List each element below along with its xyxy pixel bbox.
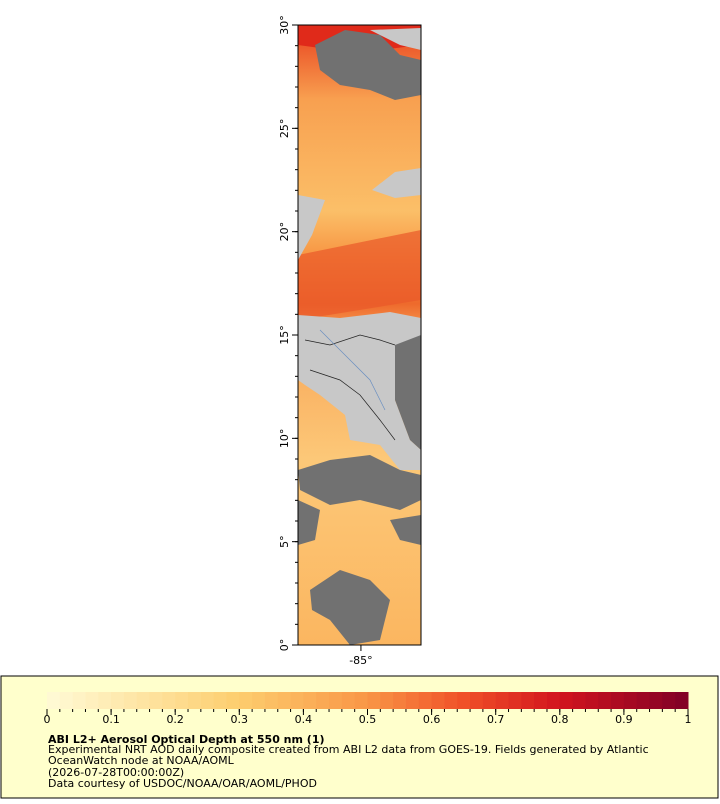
colorbar-swatch [239,692,253,709]
colorbar-tick-label: 0.5 [359,713,377,726]
lat-tick-label: 0° [278,639,291,652]
colorbar-tick-label: 0.7 [487,713,505,726]
colorbar-swatch [572,692,586,709]
colorbar-tick-label: 0.2 [166,713,184,726]
legend-line: Data courtesy of USDOC/NOAA/OAR/AOML/PHO… [48,777,317,790]
colorbar-swatch [188,692,202,709]
colorbar-tick-label: 0.1 [102,713,120,726]
colorbar-swatch [444,692,458,709]
legend-title: ABI L2+ Aerosol Optical Depth at 550 nm … [48,733,325,746]
colorbar-swatch [290,692,304,709]
colorbar-swatch [149,692,163,709]
colorbar-swatch [649,692,663,709]
colorbar-swatch [354,692,368,709]
colorbar-tick-label: 0.8 [551,713,569,726]
lat-tick-label: 15° [278,325,291,345]
colorbar-swatch [98,692,112,709]
colorbar-swatch [559,692,574,709]
lat-tick-label: 25° [278,119,291,139]
colorbar-tick-label: 0 [44,713,51,726]
map-image [298,25,421,645]
colorbar-swatch [175,692,189,709]
colorbar-swatch [482,692,497,709]
colorbar-swatch [72,692,86,709]
colorbar-swatch [675,692,689,709]
colorbar-swatch [393,692,407,709]
colorbar-swatch [123,692,138,709]
colorbar-swatch [662,692,676,709]
colorbar-tick-label: 1 [685,713,692,726]
colorbar-swatch [585,692,599,709]
colorbar-swatch [418,692,433,709]
colorbar-tick-label: 0.3 [231,713,249,726]
colorbar-swatch [213,692,227,709]
colorbar-swatch [611,692,625,709]
colorbar-swatch [508,692,522,709]
colorbar-swatch [598,692,612,709]
colorbar-swatch [264,692,279,709]
colorbar-swatch [329,692,343,709]
colorbar-swatch [252,692,266,709]
colorbar-swatch [431,692,445,709]
colorbar-swatch [367,692,381,709]
colorbar-swatch [623,692,638,709]
colorbar-swatch [521,692,535,709]
colorbar-swatch [546,692,561,709]
lat-tick-label: 5° [278,535,291,548]
colorbar-swatch [136,692,151,709]
colorbar-swatch [277,692,292,709]
lat-tick-label: 30° [278,15,291,35]
colorbar-swatch [534,692,548,709]
colorbar-swatch [495,692,510,709]
colorbar-swatch [59,692,74,709]
colorbar-swatch [636,692,651,709]
legend-line: Experimental NRT AOD daily composite cre… [48,743,649,756]
legend-line: OceanWatch node at NOAA/AOML [48,754,235,767]
lat-tick-label: 20° [278,222,291,242]
colorbar-swatch [200,692,215,709]
colorbar-swatch [226,692,240,709]
colorbar-swatch [303,692,317,709]
colorbar-swatch [47,692,61,709]
colorbar-swatch [341,692,356,709]
colorbar-swatch [111,692,125,709]
colorbar-swatch [316,692,330,709]
colorbar-swatch [457,692,471,709]
lat-tick-label: 10° [278,429,291,449]
legend-line: (2026-07-28T00:00:00Z) [48,766,184,779]
colorbar-tick-label: 0.4 [295,713,313,726]
lon-tick-label: -85° [349,654,372,667]
colorbar-swatch [162,692,176,709]
colorbar-swatch [85,692,99,709]
colorbar-tick-label: 0.6 [423,713,441,726]
colorbar-tick-label: 0.9 [615,713,633,726]
colorbar-swatch [470,692,484,709]
colorbar-swatch [380,692,394,709]
colorbar-swatch [405,692,420,709]
